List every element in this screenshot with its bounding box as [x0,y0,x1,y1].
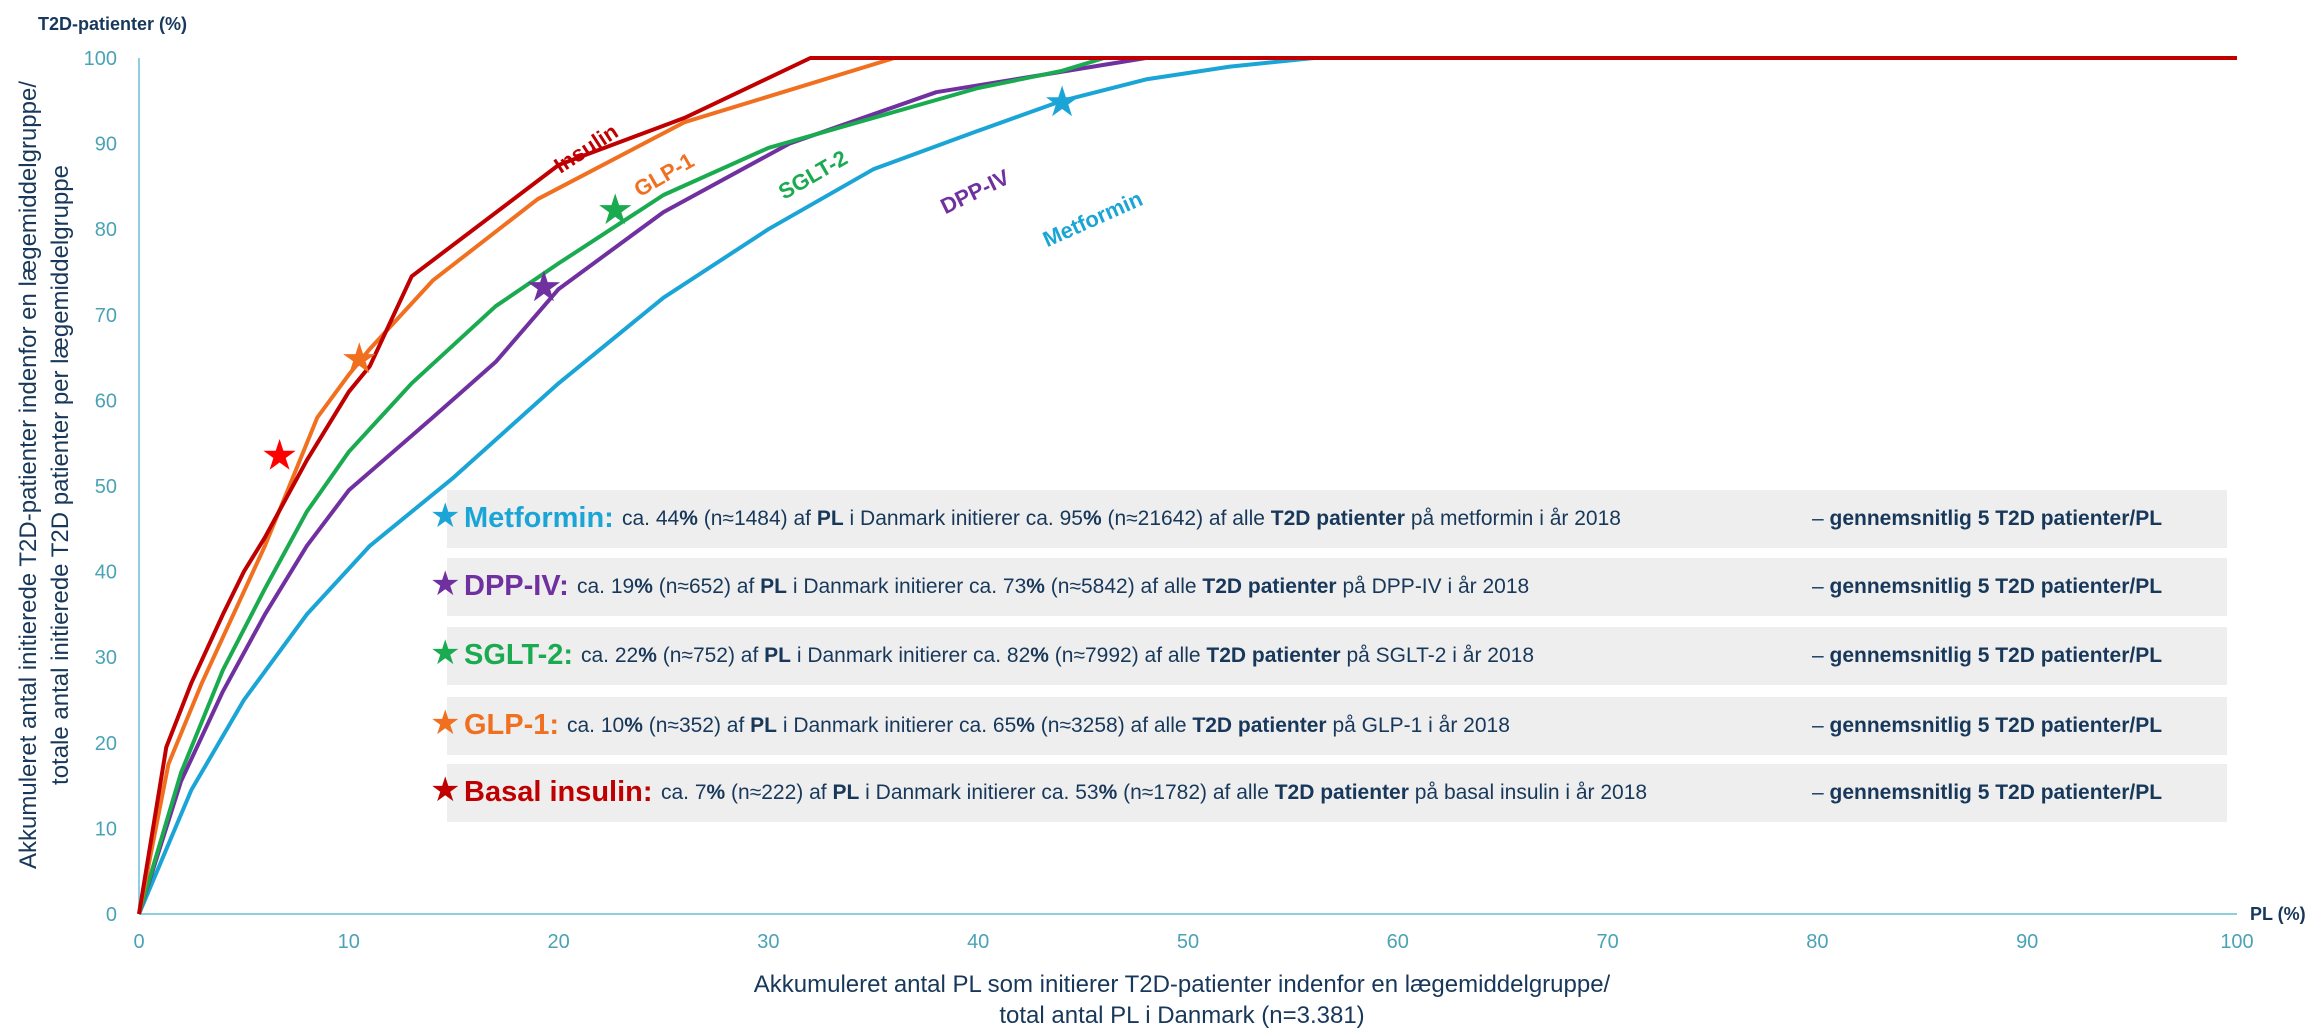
star-icon: ★ [430,704,461,742]
series-label-sglt-2: SGLT-2 [774,145,852,204]
annotation-description: ca. 10% (n≈352) af PL i Danmark initiere… [567,714,1510,737]
x-axis-label-line2: total antal PL i Danmark (n=3.381) [999,1002,1364,1029]
annotation-description: ca. 7% (n≈222) af PL i Danmark initierer… [661,781,1648,804]
annotation-box-metformin [447,490,2227,548]
annotation-row: ★ SGLT-2: ca. 22% (n≈752) af PL i Danmark … [430,627,2230,685]
y-tick-label: 50 [95,476,117,498]
series-line-metformin [137,56,2237,915]
series-line-dpp-iv [137,56,2237,915]
x-tick-label: 70 [1596,931,1618,953]
annotation-box-glp-1 [447,697,2227,755]
x-tick-label: 0 [133,931,144,953]
x-tick-label: 50 [1177,931,1199,953]
star-icon: ★ [430,497,461,535]
x-axis-label-line1: Akkumuleret antal PL som initierer T2D-p… [754,971,1611,998]
annotation-row: ★ Basal insulin: ca. 7% (n≈222) af PL i Da… [430,764,2230,822]
series-stars [263,85,1079,470]
x-tick-label: 60 [1387,931,1409,953]
annotation-average: – gennemsnitlig 5 T2D patienter/PL [1812,714,2163,737]
x-tick-label: 30 [757,931,779,953]
star-marker-insulin [263,439,296,470]
annotation-description: ca. 19% (n≈652) af PL i Danmark initiere… [577,575,1530,598]
x-tick-label: 100 [2220,931,2253,953]
annotation-description: ca. 44% (n≈1484) af PL i Danmark initier… [622,507,1621,530]
annotation-average: – gennemsnitlig 5 T2D patienter/PL [1812,644,2163,667]
series-line-sglt-2 [137,56,2237,915]
annotation-row: ★ DPP-IV: ca. 19% (n≈652) af PL i Danmark … [430,558,2230,616]
y-tick-label: 80 [95,219,117,241]
star-icon: ★ [430,634,461,672]
annotation-box-dpp-iv [447,558,2227,616]
annotation-row: ★ GLP-1: ca. 10% (n≈352) af PL i Danmark i… [430,697,2230,755]
y-tick-label: 30 [95,647,117,669]
star-marker-glp-1 [343,342,376,374]
series-lines [137,56,2237,915]
y-tick-label: 70 [95,305,117,327]
annotation-drug-name: SGLT-2: [464,639,574,671]
series-line-insulin [137,56,2237,915]
annotation-description: ca. 22% (n≈752) af PL i Danmark initiere… [581,644,1534,667]
y-tick-label: 20 [95,733,117,755]
x-axis-right-title: PL (%) [2250,904,2306,924]
star-marker-dpp-iv [527,270,561,302]
x-tick-label: 40 [967,931,989,953]
annotation-average: – gennemsnitlig 5 T2D patienter/PL [1812,781,2163,804]
series-label-metformin: Metformin [1039,186,1146,252]
star-icon: ★ [430,565,461,603]
star-marker-sglt-2 [599,193,632,225]
annotation-drug-name: DPP-IV: [464,570,569,602]
y-tick-label: 0 [106,904,117,926]
y-tick-label: 10 [95,818,117,840]
x-tick-label: 80 [1806,931,1828,953]
y-axis-top-title: T2D-patienter (%) [38,14,187,34]
y-tick-label: 90 [95,134,117,156]
annotation-box-sglt-2 [447,627,2227,685]
series-line-glp-1 [137,56,2237,915]
star-marker-metformin [1046,85,1079,117]
annotation-drug-name: Basal insulin: [464,776,653,808]
y-tick-label: 60 [95,390,117,412]
annotation-average: – gennemsnitlig 5 T2D patienter/PL [1812,507,2163,530]
annotation-average: – gennemsnitlig 5 T2D patienter/PL [1812,575,2163,598]
series-label-dpp-iv: DPP-IV [936,164,1013,219]
annotation-row: ★ Metformin: ca. 44% (n≈1484) af PL i Danm… [430,490,2230,548]
annotation-drug-name: Metformin: [464,502,614,534]
axes [138,58,2237,915]
x-tick-label: 10 [338,931,360,953]
annotation-drug-name: GLP-1: [464,709,560,741]
tick-labels: 0 10 20 30 40 50 60 70 80 90 100 0 10 20 30 40 50 60 70 80 9… [84,48,2254,953]
y-axis-label-line1: Akkumuleret antal initierede T2D-patient… [15,81,42,869]
series-label-insulin: Insulin [549,119,622,179]
y-tick-label: 100 [84,48,117,70]
y-axis-label-line2: totale antal initierede T2D patienter pe… [47,165,74,785]
y-tick-label: 40 [95,562,117,584]
annotation-box-basal-insulin [447,764,2227,822]
x-tick-label: 90 [2016,931,2038,953]
x-tick-label: 20 [547,931,569,953]
star-icon: ★ [430,771,461,809]
